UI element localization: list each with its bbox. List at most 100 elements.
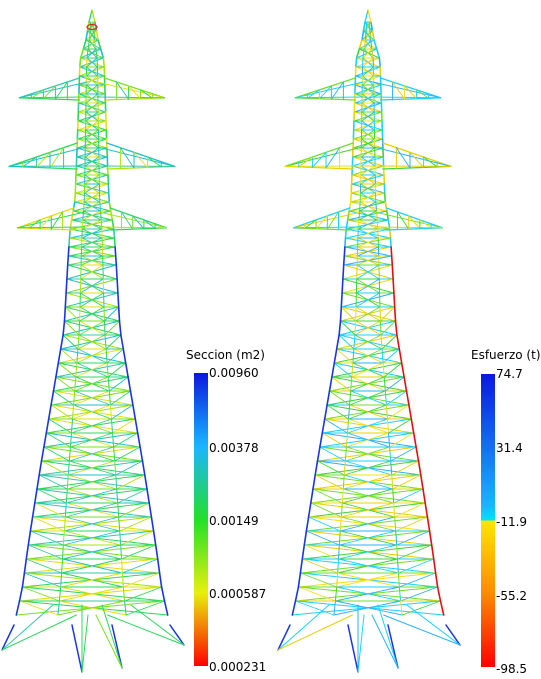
tower-member	[417, 460, 422, 476]
tower-member	[95, 48, 98, 59]
tower-member	[70, 210, 74, 221]
tower-member	[326, 390, 331, 406]
tower-member	[87, 39, 90, 50]
tower-member	[380, 334, 383, 350]
tower-member	[378, 57, 382, 68]
tower-member	[312, 488, 343, 504]
tower-member	[111, 624, 123, 669]
tower-member	[368, 21, 371, 32]
tower-member	[357, 614, 365, 673]
tower-member	[334, 586, 338, 602]
tower-member	[30, 89, 44, 99]
tower-member	[81, 228, 103, 239]
tower-member	[355, 278, 380, 294]
tower-member	[410, 418, 415, 434]
tower-member	[111, 418, 113, 434]
tower-member	[127, 376, 132, 392]
tip-marker	[86, 23, 98, 31]
tower-member	[140, 89, 154, 99]
tower-member	[293, 207, 351, 229]
tower-member	[291, 600, 297, 616]
tower-member	[119, 530, 122, 546]
tower-member	[321, 432, 347, 448]
tower-member	[343, 460, 346, 476]
colorbar-left-tick: 0.00960	[209, 366, 259, 380]
tower-member	[406, 604, 461, 646]
tower-member	[58, 586, 62, 602]
tower-member	[71, 418, 112, 434]
tower-member	[97, 146, 176, 167]
tower-member	[150, 516, 155, 532]
tower-member	[61, 558, 122, 574]
tower-member	[428, 530, 433, 546]
tower-member	[382, 348, 400, 364]
tower-member	[439, 600, 445, 616]
tower-member	[344, 446, 391, 462]
tower-member	[385, 210, 390, 221]
tower-member	[73, 390, 110, 406]
tower-member	[298, 156, 313, 168]
tower-member	[323, 404, 328, 420]
tower-member	[81, 219, 84, 230]
tower-member	[110, 210, 114, 221]
tower-member	[122, 572, 161, 588]
tower-member	[132, 404, 137, 420]
tower-member	[85, 111, 99, 122]
tower-member	[97, 39, 102, 50]
tower-member	[436, 586, 442, 602]
tower-member	[18, 586, 24, 602]
tower-member	[357, 219, 378, 230]
tower-member	[348, 404, 387, 420]
tower-member	[67, 460, 70, 476]
tower-member	[363, 39, 366, 50]
tower-member	[338, 334, 355, 350]
tower-member	[77, 334, 106, 350]
tower-member	[363, 48, 374, 59]
tower-member	[84, 183, 100, 194]
tower-member	[392, 81, 406, 100]
tower-member	[333, 600, 402, 616]
tower-member	[337, 558, 339, 574]
tower-member	[338, 530, 341, 546]
tower-member	[424, 502, 429, 518]
tower-member	[398, 572, 437, 588]
tower-member	[390, 446, 417, 462]
colorbar-right-tick: -11.9	[496, 515, 528, 529]
tower-member	[163, 600, 169, 616]
tower-member	[389, 237, 392, 248]
tower-member	[314, 474, 344, 490]
tower-member	[334, 586, 400, 602]
tower-member	[87, 39, 96, 50]
tower-member	[114, 446, 141, 462]
tower-member	[62, 530, 121, 546]
tower-member	[415, 446, 420, 462]
tower-member	[57, 600, 126, 616]
tower-member	[84, 156, 100, 167]
tower-member	[339, 306, 343, 322]
tower-member	[382, 142, 452, 168]
tower-member	[119, 147, 135, 169]
tower-member	[375, 48, 381, 59]
tower-member	[111, 404, 134, 420]
tower-member	[115, 460, 143, 476]
tower-member	[76, 348, 107, 364]
tower-member	[361, 84, 375, 95]
tower-member	[367, 9, 372, 23]
tower-member	[33, 488, 38, 504]
tower-member	[25, 558, 63, 574]
tower-member	[38, 474, 68, 490]
colorbar-right-tick: -98.5	[496, 662, 528, 676]
tower-member	[400, 586, 439, 602]
tower-member	[393, 292, 396, 308]
tower-member	[85, 93, 99, 104]
tower-member	[105, 348, 108, 364]
tower-member	[371, 614, 399, 669]
tower-member	[381, 334, 398, 350]
tower-member	[62, 334, 79, 350]
tower-member	[294, 96, 364, 99]
tower-member	[357, 219, 360, 230]
tower-member	[84, 147, 100, 158]
tower-member	[294, 586, 300, 602]
tower-member	[412, 432, 417, 448]
tower-member	[41, 460, 69, 476]
